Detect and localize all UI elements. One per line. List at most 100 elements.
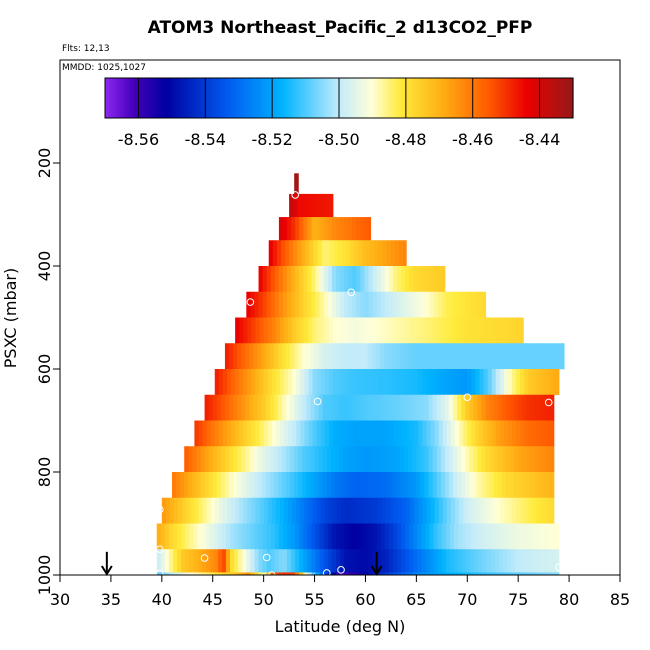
heatmap-cell [184, 446, 189, 473]
heatmap-cell [321, 240, 327, 267]
heatmap-cell [242, 549, 247, 573]
heatmap-cell [389, 369, 395, 396]
heatmap-cell [318, 472, 324, 499]
heatmap-cell [466, 549, 471, 573]
heatmap-cell [428, 472, 434, 499]
heatmap-cell [433, 291, 439, 318]
heatmap-cell [245, 446, 250, 473]
heatmap-cell [373, 420, 379, 447]
heatmap-cell [542, 472, 548, 499]
colorbar-swatch [383, 78, 386, 118]
heatmap-cell [508, 369, 513, 396]
heatmap-cell [205, 572, 211, 576]
heatmap-cell [479, 317, 485, 344]
heatmap-cell [457, 472, 462, 499]
heatmap-cell [360, 217, 365, 241]
heatmap-cell [308, 317, 314, 344]
heatmap-cell [275, 420, 281, 447]
heatmap-cell [462, 523, 467, 550]
heatmap-cell [384, 523, 390, 550]
heatmap-cell [376, 523, 382, 550]
colorbar-swatch [561, 78, 564, 118]
heatmap-cell [359, 343, 364, 370]
colorbar-swatch [139, 78, 142, 118]
heatmap-cell [401, 549, 406, 573]
heatmap-cell [296, 497, 301, 524]
heatmap-cell [241, 472, 246, 499]
heatmap-cell [268, 240, 274, 267]
arrow-down-marker [100, 551, 113, 576]
heatmap-cell [369, 497, 375, 524]
heatmap-cell [503, 497, 509, 524]
heatmap-cell [454, 523, 459, 550]
heatmap-cell [389, 420, 395, 447]
heatmap-cell [406, 317, 411, 344]
heatmap-cell [485, 446, 491, 473]
heatmap-cell [208, 472, 214, 499]
heatmap-cell [538, 343, 544, 370]
heatmap-cell [336, 420, 342, 447]
heatmap-cell [188, 446, 193, 473]
heatmap-cell [437, 523, 443, 550]
heatmap-cell [275, 369, 281, 396]
heatmap-cell [361, 317, 366, 344]
heatmap-cell [421, 572, 427, 576]
heatmap-cell [552, 369, 558, 396]
heatmap-cell [291, 523, 296, 550]
heatmap-cell [218, 369, 224, 396]
heatmap-cell [259, 497, 265, 524]
heatmap-cell [277, 472, 283, 499]
heatmap-cell [542, 343, 548, 370]
heatmap-cell [383, 446, 389, 473]
heatmap-cell [305, 240, 310, 267]
heatmap-cell [352, 266, 357, 293]
heatmap-cell [314, 394, 320, 421]
x-tick-label: 45 [203, 590, 223, 609]
heatmap-cell [291, 572, 296, 576]
heatmap-cell [486, 572, 492, 576]
heatmap-cell [259, 420, 265, 447]
heatmap-cell [156, 572, 162, 576]
colorbar-swatch [249, 78, 252, 118]
colorbar-swatch [273, 78, 276, 118]
heatmap-cell [397, 291, 402, 318]
heatmap-cell [473, 446, 478, 473]
heatmap-cell [433, 523, 439, 550]
heatmap-cell [377, 420, 383, 447]
heatmap-cell [331, 523, 337, 550]
heatmap-cell [469, 472, 474, 499]
sample-point [322, 569, 331, 577]
heatmap-cell [410, 369, 415, 396]
heatmap-cell [440, 446, 446, 473]
colorbar-tick-label: -8.50 [318, 130, 359, 149]
heatmap-cell [281, 394, 287, 421]
heatmap-cell [299, 572, 304, 576]
heatmap-cell [353, 420, 358, 447]
heatmap-cell [369, 420, 375, 447]
heatmap-cell [385, 317, 391, 344]
heatmap-cell [356, 291, 361, 318]
heatmap-cell [291, 291, 296, 318]
heatmap-cell [326, 394, 332, 421]
heatmap-cell [309, 193, 315, 218]
heatmap-cell [477, 343, 483, 370]
heatmap-cell [306, 343, 311, 370]
heatmap-cell [465, 343, 470, 370]
heatmap-cell [221, 523, 227, 550]
heatmap-cell [490, 523, 496, 550]
colorbar-swatch [147, 78, 150, 118]
heatmap-cell [373, 317, 379, 344]
heatmap-cell [330, 343, 336, 370]
heatmap-cell [372, 291, 378, 318]
heatmap-cell [325, 193, 331, 218]
heatmap-cell [487, 317, 493, 344]
heatmap-cell [303, 291, 308, 318]
heatmap-cell [481, 343, 487, 370]
heatmap-cell [448, 343, 454, 370]
heatmap-cell [258, 523, 264, 550]
colorbar-swatch [257, 78, 260, 118]
colorbar-swatch [473, 78, 476, 118]
heatmap-cell [213, 549, 219, 573]
heatmap-cell [185, 572, 190, 576]
heatmap-cell [499, 497, 505, 524]
